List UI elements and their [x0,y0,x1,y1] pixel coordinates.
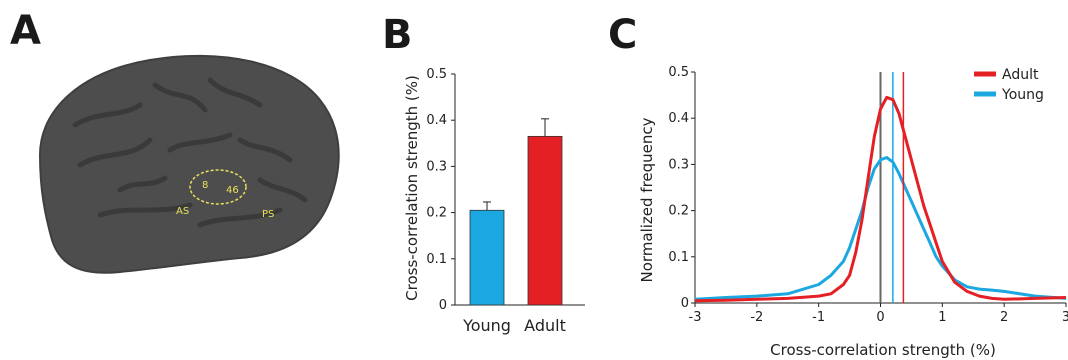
brain-surface-figure: 8 46 AS PS [38,54,340,274]
area-46-label: 46 [226,185,239,196]
brain-sulci [72,77,308,228]
line-chart-x-tick-label: -2 [750,310,763,325]
panel-a-letter: A [10,8,41,54]
line-chart-y-tick-label: 0.1 [668,250,689,265]
line-chart-x-tick-label: 2 [1000,310,1008,325]
as-label: AS [176,206,189,217]
line-chart-y-tick-label: 0.3 [668,157,689,172]
line-chart-x-tick-label: -1 [812,310,825,325]
line-chart: 0 0.1 0.2 0.3 0.4 0.5 -3 -2 -1 0 1 2 3 Adult Young No… [638,65,1068,359]
line-chart-y-tick-label: 0.4 [668,111,689,126]
line-chart-ylabel: Normalized frequency [638,117,656,282]
bar-chart-y-tick-label: 0 [439,298,447,313]
line-chart-x-tick-label: -3 [689,310,702,325]
bar-chart-y-tick-label: 0.3 [426,159,447,174]
legend-label-young: Young [1001,87,1044,103]
line-chart-x-tick-label: 1 [938,310,946,325]
roi-outline [189,169,247,205]
line-chart-x-tick-label: 0 [876,310,884,325]
bar-category-label: Adult [524,316,566,335]
line-chart-x-tick-label: 3 [1062,310,1068,325]
line-chart-y-tick-label: 0 [681,296,689,311]
bar-chart-y-tick-label: 0.4 [426,113,447,128]
brain-surface [38,54,340,274]
panel-c-letter: C [608,12,638,58]
bar-chart-y-tick-label: 0.1 [426,252,447,267]
series-line-young [694,156,1067,301]
bar-adult [527,135,563,306]
line-chart-xlabel: Cross-correlation strength (%) [770,341,996,359]
bar-chart-ylabel: Cross-correlation strength (%) [403,75,421,301]
legend-label-adult: Adult [1002,67,1039,83]
panel-b-letter: B [382,12,413,58]
bar-category-label: Young [462,316,511,335]
bar-chart-y-tick-label: 0.5 [426,67,447,82]
series-line-adult [694,95,1067,303]
area-8-label: 8 [202,180,208,191]
line-chart-y-tick-label: 0.5 [668,65,689,80]
ps-label: PS [262,209,274,220]
bar-chart: 0 0.1 0.2 0.3 0.4 0.5 Young Adult Cross-correl… [403,67,585,335]
bar-young [469,209,505,306]
line-chart-y-tick-label: 0.2 [668,204,689,219]
bar-chart-y-tick-label: 0.2 [426,206,447,221]
